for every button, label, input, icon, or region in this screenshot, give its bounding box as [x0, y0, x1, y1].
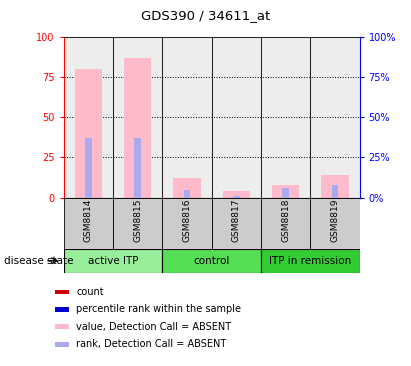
Bar — [134, 138, 141, 198]
Text: count: count — [76, 287, 104, 297]
Text: GSM8815: GSM8815 — [133, 199, 142, 242]
Bar — [64, 249, 162, 273]
Bar — [261, 37, 310, 198]
Bar — [261, 249, 360, 273]
Bar — [55, 324, 69, 329]
Bar — [113, 37, 162, 198]
Text: percentile rank within the sample: percentile rank within the sample — [76, 305, 241, 314]
Text: disease state: disease state — [4, 256, 74, 266]
Text: control: control — [194, 256, 230, 266]
Bar — [55, 307, 69, 312]
Bar — [282, 188, 289, 198]
Bar — [124, 57, 151, 198]
Bar — [332, 185, 338, 198]
Text: GSM8818: GSM8818 — [281, 199, 290, 242]
Bar — [261, 198, 310, 249]
Text: value, Detection Call = ABSENT: value, Detection Call = ABSENT — [76, 322, 231, 332]
Bar — [310, 37, 360, 198]
Text: GSM8816: GSM8816 — [182, 199, 192, 242]
Bar — [64, 37, 113, 198]
Bar — [113, 198, 162, 249]
Text: active ITP: active ITP — [88, 256, 138, 266]
Bar — [272, 185, 299, 198]
Bar — [184, 190, 190, 198]
Bar — [55, 342, 69, 347]
Bar — [212, 198, 261, 249]
Text: rank, Detection Call = ABSENT: rank, Detection Call = ABSENT — [76, 339, 227, 349]
Text: GSM8817: GSM8817 — [232, 199, 241, 242]
Text: GSM8814: GSM8814 — [84, 199, 93, 242]
Bar — [75, 69, 102, 198]
Bar — [162, 198, 212, 249]
Text: GDS390 / 34611_at: GDS390 / 34611_at — [141, 9, 270, 22]
Bar — [223, 191, 250, 198]
Text: ITP in remission: ITP in remission — [269, 256, 351, 266]
Bar — [321, 175, 349, 198]
Bar — [233, 196, 240, 198]
Bar — [173, 178, 201, 198]
Bar — [212, 37, 261, 198]
Bar — [310, 198, 360, 249]
Bar — [162, 37, 212, 198]
Text: GSM8819: GSM8819 — [330, 199, 339, 242]
Bar — [162, 249, 261, 273]
Bar — [55, 290, 69, 294]
Bar — [64, 198, 113, 249]
Bar — [85, 138, 92, 198]
